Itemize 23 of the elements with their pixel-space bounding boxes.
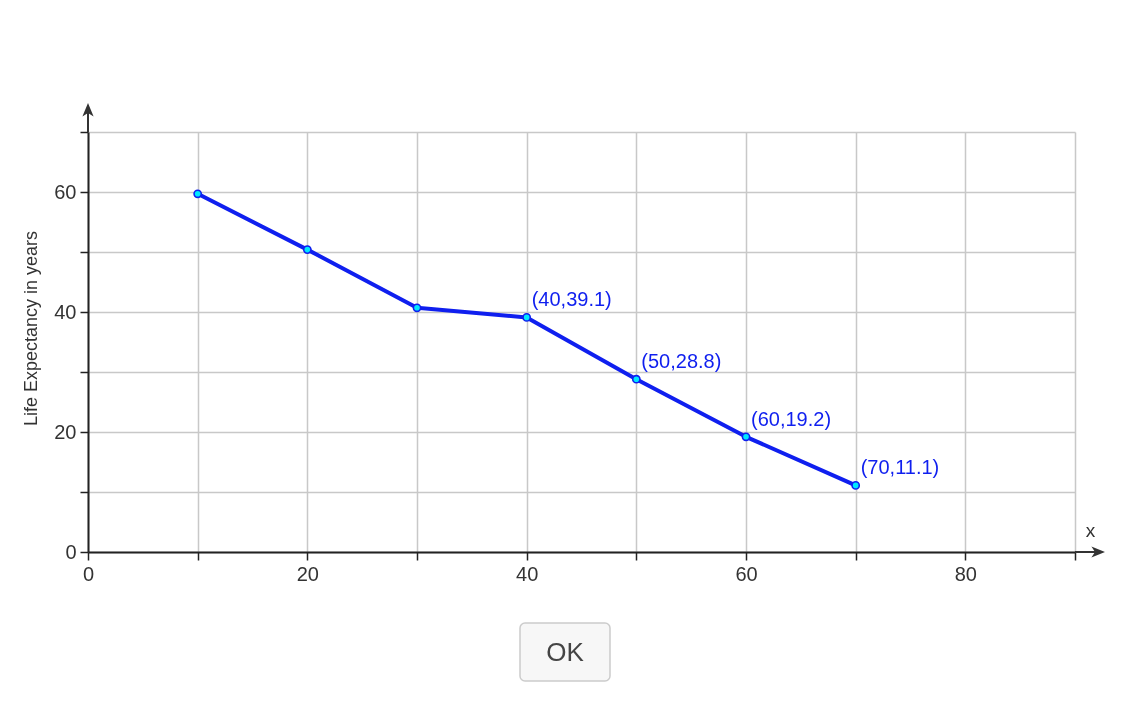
point bbox=[302, 245, 312, 254]
y-tick-label: 20 bbox=[54, 420, 77, 443]
data-label: (60,19.2) bbox=[751, 407, 832, 430]
x-tick-label: 0 bbox=[82, 562, 95, 585]
x-tick-label: 40 bbox=[516, 562, 539, 585]
x-tick-label: 60 bbox=[735, 562, 758, 585]
data-label: (70,11.1) bbox=[860, 456, 940, 479]
point bbox=[631, 374, 641, 384]
y-axis-title: Life Expectancy in years bbox=[20, 230, 41, 427]
data-label: (50,28.8) bbox=[641, 350, 722, 373]
y-tick-label: 60 bbox=[54, 180, 77, 203]
x-axis-title: x bbox=[1085, 519, 1096, 541]
point bbox=[522, 313, 532, 322]
data-label: (40,39.1) bbox=[531, 288, 612, 311]
x-tick-label: 20 bbox=[296, 562, 319, 585]
y-tick-label: 0 bbox=[65, 540, 77, 563]
text: OK bbox=[546, 637, 585, 667]
x-tick-label: 80 bbox=[954, 562, 977, 585]
point bbox=[741, 432, 751, 442]
point bbox=[851, 481, 861, 490]
y-tick-label: 40 bbox=[54, 300, 77, 323]
point bbox=[193, 189, 203, 199]
point bbox=[412, 303, 422, 313]
